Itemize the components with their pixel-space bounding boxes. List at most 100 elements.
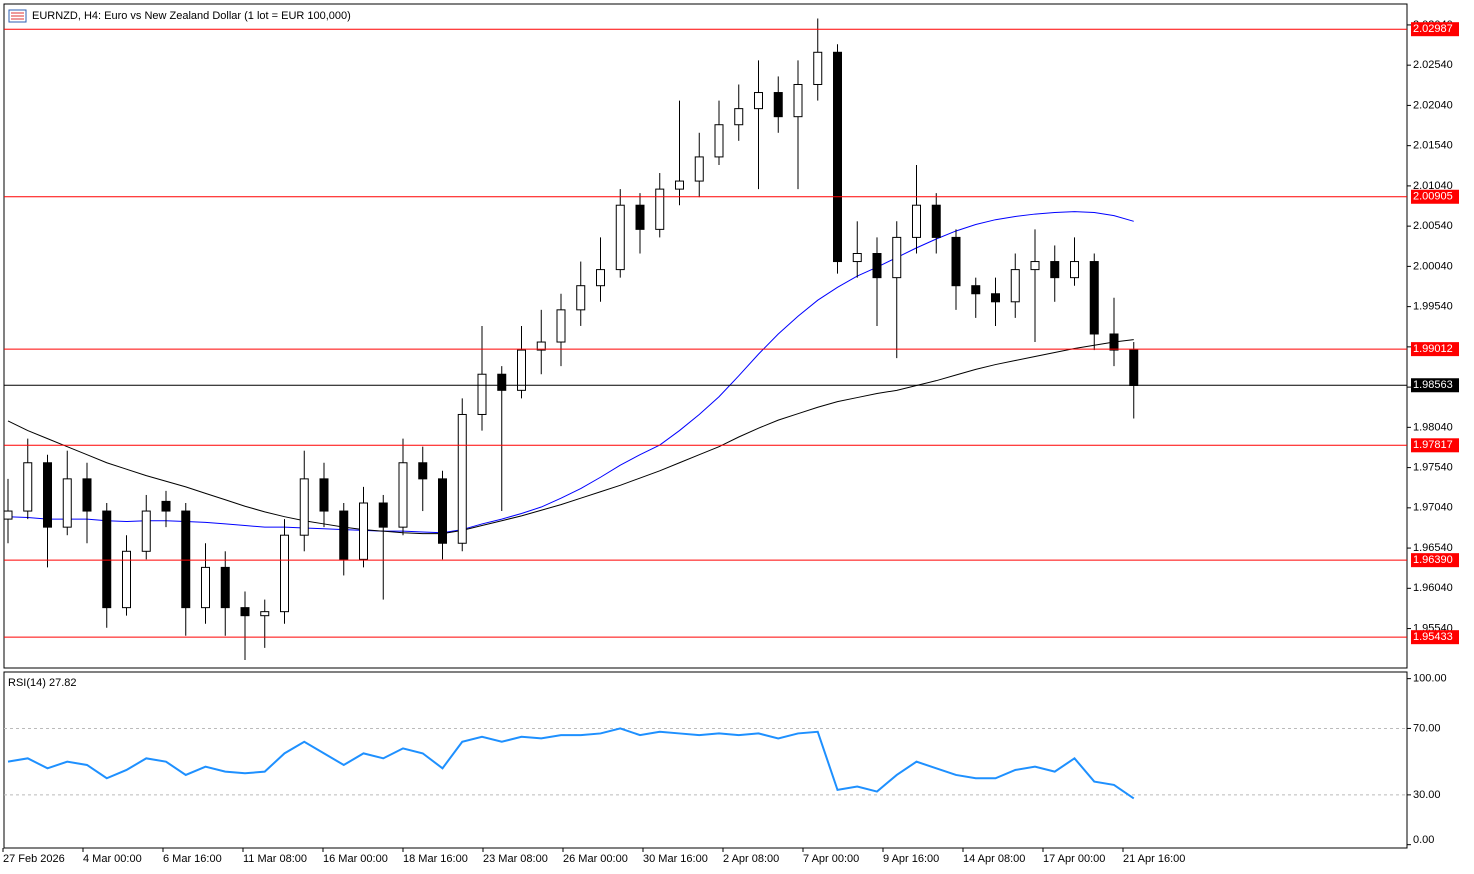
candle-body [615,204,625,271]
y-tick-label: 2.01540 [1413,140,1453,152]
y-tick-label: 2.00540 [1413,220,1453,232]
candle-body [280,534,289,613]
candle-body [398,462,408,528]
x-tick-label: 27 Feb 2026 [3,853,65,865]
candle-body [102,510,112,609]
candle-body [1050,261,1060,279]
candle-body [359,502,368,560]
candle-body [872,253,882,279]
x-tick-label: 11 Mar 08:00 [243,853,307,865]
level-tag [1411,438,1459,453]
candle-body [161,500,171,512]
candle-body [813,51,823,85]
candle-body [1070,261,1079,279]
candle-body [299,478,309,536]
x-tick-label: 4 Mar 00:00 [83,853,142,865]
candle-body [378,502,388,528]
y-tick-label: 2.01040 [1413,180,1453,192]
candle-body [260,611,270,617]
candle-body [852,253,862,263]
x-tick-label: 26 Mar 00:00 [563,853,628,865]
price-pane [3,3,1408,669]
candle-body [1109,333,1119,351]
candle-body [517,349,526,391]
rsi-pane [3,671,1408,849]
candle-body [1129,349,1139,386]
level-label: 1.95433 [1413,631,1453,643]
level-label: 1.97817 [1413,439,1453,451]
level-tag [1411,553,1459,568]
candle-body [181,510,191,609]
x-tick-label: 2 Apr 08:00 [723,853,779,865]
candle-body [1030,261,1040,271]
candle-body [655,188,665,230]
candle-body [43,462,52,528]
candle-body [971,285,981,295]
candle-body [912,204,921,238]
candle-body [201,566,210,609]
level-tag [1411,189,1459,204]
current-price-label: 1.98563 [1413,379,1453,391]
candle-body [536,341,546,351]
candle-body [418,462,428,480]
y-tick-label: 2.02040 [1413,99,1453,111]
x-tick-label: 23 Mar 08:00 [483,853,548,865]
candle-body [734,108,744,126]
candle-body [438,478,447,544]
level-label: 1.96390 [1413,554,1453,566]
y-tick-label: 1.96540 [1413,542,1453,554]
y-tick-label: 100.00 [1413,673,1447,685]
x-tick-label: 21 Apr 16:00 [1123,853,1185,865]
candle-body [339,510,349,560]
level-label: 2.02987 [1413,23,1453,35]
y-tick-label: 30.00 [1413,789,1441,801]
level-tag [1411,630,1459,645]
candle-body [457,413,467,544]
candle-body [596,269,605,287]
candle-body [122,550,131,609]
candle-body [773,92,783,118]
candle-body [1089,261,1099,335]
y-tick-label: 1.96040 [1413,582,1453,594]
candle-body [3,510,13,520]
candle-body [635,204,645,230]
y-tick-label: 1.99540 [1413,301,1453,313]
candle-body [714,124,724,158]
candle-body [892,236,902,279]
moving-average [7,211,1134,534]
candle-body [793,83,803,118]
candle-body [754,92,763,110]
candle-body [833,51,842,263]
candle-body [141,510,151,552]
candle-body [951,236,961,287]
candle-body [1010,269,1020,303]
y-tick-label: 1.98040 [1413,421,1453,433]
candle-body [556,309,566,343]
y-tick-label: 2.00040 [1413,260,1453,272]
rsi-line [7,727,1135,800]
candle-body [694,156,704,182]
symbol-icon [8,9,27,23]
chart-header: EURNZD, H4: Euro vs New Zealand Dollar (… [32,10,351,22]
x-tick-label: 6 Mar 16:00 [163,853,222,865]
candle-body [931,204,941,238]
current-price-tag [1411,378,1459,393]
candle-body [497,373,507,391]
candle-body [62,478,72,528]
x-tick-label: 16 Mar 00:00 [323,853,388,865]
x-tick-label: 30 Mar 16:00 [643,853,708,865]
x-tick-label: 7 Apr 00:00 [803,853,859,865]
candle-body [23,462,33,512]
moving-average [7,339,1134,535]
x-tick-label: 14 Apr 08:00 [963,853,1025,865]
candle-body [991,293,1000,303]
candle-body [220,566,230,609]
x-tick-label: 18 Mar 16:00 [403,853,468,865]
candle-body [477,373,487,415]
level-label: 1.99012 [1413,343,1453,355]
y-tick-label: 2.02540 [1413,59,1453,71]
x-tick-label: 9 Apr 16:00 [883,853,939,865]
candle-body [319,478,329,512]
